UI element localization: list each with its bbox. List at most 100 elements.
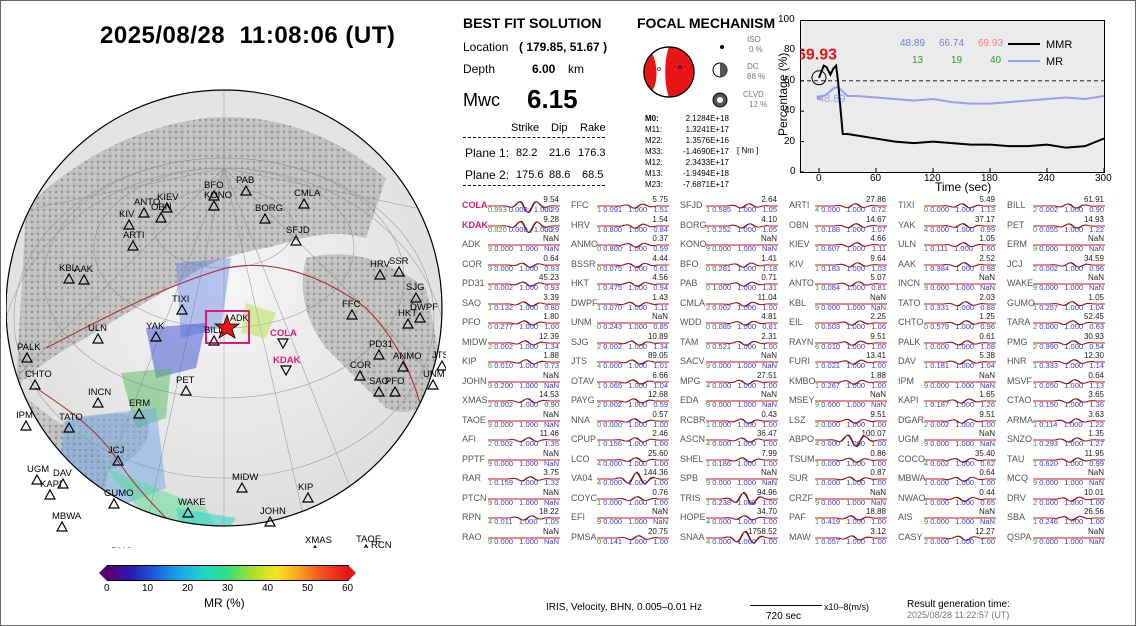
waveform-trace [597,242,669,248]
variance-reduction: 4.81 [761,312,777,321]
station-name: MIDW [462,336,487,347]
station-marker: TATO [59,412,83,433]
station-marker: IPM [16,410,33,431]
station-marker: BILL [204,325,224,346]
waveform-trace [488,320,560,326]
station-stats: 1 0.186 1.000 [706,458,757,468]
station-label: KIEV [157,192,179,203]
station-name: JCJ [1007,258,1023,269]
amplitude-ratio: 0.93 [544,283,559,292]
variance-reduction: 3.12 [870,526,886,536]
station-label: INCN [88,387,111,398]
station-stats: 4 0.000 1.000 [815,439,866,448]
station-label: KONO [204,190,232,201]
station-name: COYC [571,492,598,503]
station-cell: MSVF 0.64 1 0.050 1.000 1.13 [1005,370,1112,390]
amplitude-ratio: 1.00 [653,536,668,546]
iso-label: ISO [747,35,761,44]
station-name: BFO [680,258,699,269]
station-marker: KONO [204,190,232,211]
station-stats: 2 0.002 1.000 [488,439,539,448]
amplitude-ratio: NaN [761,400,777,409]
waveform-trace [706,437,778,443]
amplitude-ratio: 1.22 [1089,419,1104,429]
station-stats: 1 0.050 1.000 [1033,380,1084,390]
station-name: SNAA [680,531,705,542]
epicenter-label: ADK [230,313,249,323]
variance-reduction: 14.67 [865,214,886,224]
amplitude-ratio: 1.03 [871,263,886,273]
station-stats: 1 0.475 1.000 [597,283,648,292]
variance-reduction: 9.51 [870,331,886,341]
amplitude-ratio: 1.00 [762,497,777,507]
station-stats: 9 0.000 1.000 [1033,244,1084,253]
station-stats: 4 0.000 1.000 [597,458,648,468]
epicenter-star-icon [213,313,241,339]
station-name: TARA [1007,317,1031,327]
station-marker: PMG [111,546,133,548]
station-name: COCO [898,453,925,464]
highlight-station-marker: COLA [270,328,297,350]
variance-reduction: 0.64 [1088,370,1104,380]
amplitude-ratio: 0.80 [544,302,559,312]
depth-label: Depth [463,62,496,76]
station-name: ASCN [680,434,706,444]
variance-reduction: NaN [760,351,777,360]
amplitude-ratio: NaN [1088,283,1104,292]
station-stats: 9 0.000 1.000 [1033,283,1084,292]
variance-reduction: 11.46 [539,429,559,438]
station-cell: CTAO 3.65 1 0.150 1.000 1.36 [1005,390,1112,409]
waveform-trace [597,417,669,423]
plane1-strike: 82.2 [516,147,538,159]
x-tick-label: 180 [981,173,998,184]
station-label: SAO [369,376,389,387]
station-marker: TIXI [172,294,189,315]
amplitude-ratio: 0.96 [980,322,995,331]
station-name: RAR [462,473,482,483]
waveform-trace [1033,261,1105,267]
waveform-trace [1033,320,1105,326]
station-label: ANMO [393,351,422,362]
amplitude-unit: x10–8(m/s) [824,602,870,612]
station-stats: 1 0.585 1.000 [706,205,757,214]
waveform-trace [597,456,669,462]
amplitude-ratio: 0.96 [1089,263,1104,273]
station-label: COR [350,360,371,371]
waveform-trace [924,496,996,502]
station-stats: 1 0.183 1.000 [815,263,866,273]
station-cell: ULN 1.05 1 0.111 1.000 1.60 [896,234,1003,253]
variance-reduction: 20.75 [647,526,668,536]
station-label: CHTO [25,369,52,380]
station-cell: PAB 0.71 0 1.000 1.000 1.31 [678,273,785,292]
station-name: UNM [571,317,592,327]
station-stats: 0 0.055 1.000 [1033,224,1084,234]
station-label: HRV [370,259,391,270]
variance-reduction: 3.65 [1088,390,1104,399]
station-cell: IPM NaN 9 0.000 1.000 NaN [896,371,1003,390]
waveform-trace [597,322,669,324]
variance-reduction: NaN [760,234,777,243]
station-marker: JOHN [260,506,286,527]
station-cell: ERM NaN 9 0.000 1.000 NaN [1005,234,1112,253]
station-cell: CPUP 2.46 1 0.156 1.000 1.00 [569,429,676,448]
station-name: MBWA [898,473,926,483]
station-name: FURI [789,356,810,366]
station-name: KBL [789,297,807,308]
amplitude-ratio: 1.34 [544,341,559,351]
amplitude-ratio: NaN [979,283,995,292]
waveform-trace [815,340,887,346]
station-cell: INCN NaN 9 0.000 1.000 NaN [896,273,1003,292]
x-tick-label: 300 [1095,173,1112,184]
station-name: GUMO [1007,297,1035,308]
station-label: SFJD [286,225,310,236]
amplitude-ratio: 0.29 [544,205,559,214]
amplitude-ratio: 0.73 [544,361,559,370]
waveform-trace [815,320,887,326]
amplitude-ratio: NaN [979,517,995,526]
waveform-trace [706,262,778,268]
station-cell: KAPI 1.65 1 0.187 1.000 1.26 [896,390,1003,409]
station-cell: SACV NaN 9 0.000 1.000 NaN [678,351,785,370]
series-line-mmr [818,63,1105,149]
variance-reduction: 36.47 [756,429,777,438]
station-label: ERM [129,398,150,409]
